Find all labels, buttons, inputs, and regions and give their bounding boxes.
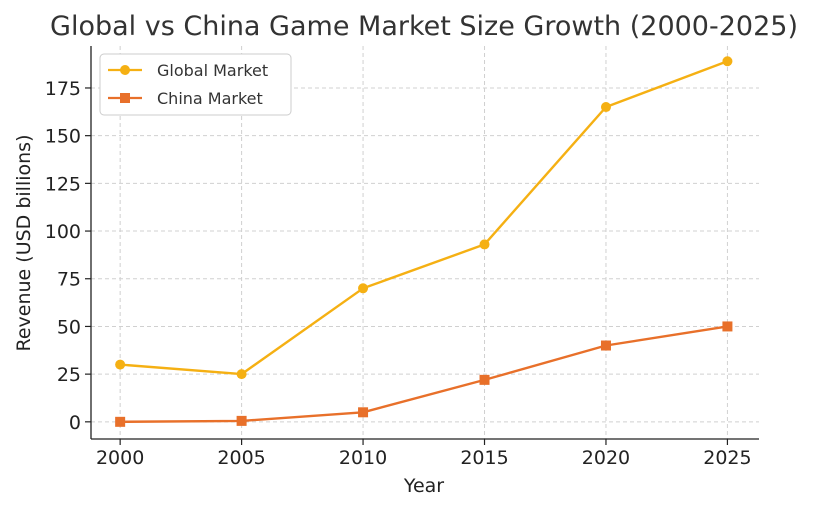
y-tick-label: 25	[57, 364, 81, 386]
axes: 2000 2005 2010 2015 2020 2025 0 25 50 75 100 125 150…	[45, 46, 759, 469]
data-point-china-market	[600, 340, 611, 351]
data-point-global-market	[236, 369, 247, 380]
data-point-china-market	[479, 374, 490, 385]
data-point-global-market	[479, 239, 490, 250]
legend-marker-china	[120, 93, 130, 103]
y-axis-label: Revenue (USD billions)	[13, 135, 35, 352]
y-tick-label: 75	[57, 269, 81, 291]
y-tick-label: 125	[45, 173, 81, 195]
series-line-global-market	[120, 60, 728, 376]
data-point-global-market	[115, 359, 126, 370]
legend-box	[99, 53, 292, 116]
y-tick-label: 100	[45, 221, 81, 243]
grid	[91, 46, 759, 439]
x-tick-label: 2025	[703, 447, 751, 469]
y-tick-label: 50	[57, 316, 81, 338]
series-line-china-market	[120, 325, 728, 423]
chart-title: Global vs China Game Market Size Growth …	[50, 11, 798, 42]
data-point-global-market	[600, 102, 611, 113]
x-tick-label: 2020	[582, 447, 630, 469]
legend-label-global: Global Market	[157, 61, 268, 80]
y-tick-label: 150	[45, 126, 81, 148]
data-point-china-market	[722, 321, 733, 332]
data-point-global-market	[358, 283, 369, 294]
data-point-china-market	[115, 416, 126, 427]
legend: Global Market China Market	[99, 53, 292, 116]
x-tick-label: 2005	[217, 447, 265, 469]
x-tick-label: 2010	[339, 447, 387, 469]
x-axis-label: Year	[403, 475, 444, 497]
y-tick-label: 175	[45, 78, 81, 100]
legend-marker-global	[120, 65, 130, 75]
data-point-global-market	[722, 56, 733, 67]
data-point-china-market	[358, 407, 369, 418]
x-tick-label: 2015	[460, 447, 508, 469]
y-tick-label: 0	[69, 412, 81, 434]
data-point-china-market	[236, 415, 247, 426]
series	[115, 56, 733, 427]
legend-label-china: China Market	[157, 89, 263, 108]
x-tick-label: 2000	[96, 447, 144, 469]
